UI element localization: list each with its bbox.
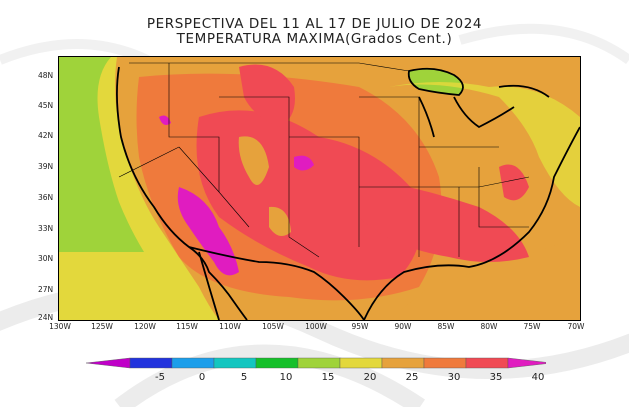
- lon-label-95w: 95W: [351, 322, 369, 331]
- lat-label-33n: 33N: [38, 224, 54, 233]
- lon-label-115w: 115W: [176, 322, 198, 331]
- colorbar-segment: [129, 357, 173, 369]
- colorbar-segment: [171, 357, 215, 369]
- colorbar-segment: [465, 357, 509, 369]
- lat-label-36n: 36N: [38, 193, 54, 202]
- temperature-field: [59, 57, 580, 320]
- colorbar-label-0: 0: [198, 372, 206, 383]
- lat-label-30n: 30N: [38, 254, 54, 263]
- colorbar-label-20: 20: [363, 372, 377, 383]
- lon-label-70w: 70W: [567, 322, 585, 331]
- temperature-colorbar: [86, 357, 546, 369]
- map-title: PERSPECTIVA DEL 11 AL 17 DE JULIO DE 202…: [146, 16, 483, 32]
- colorbar-arrow-low: [86, 357, 131, 369]
- lon-label-75w: 75W: [523, 322, 541, 331]
- colorbar-label-25: 25: [405, 372, 419, 383]
- colorbar-segment: [423, 357, 467, 369]
- lat-label-45n: 45N: [38, 101, 54, 110]
- colorbar-label-35: 35: [489, 372, 503, 383]
- colorbar-segment: [255, 357, 299, 369]
- colorbar-segment: [339, 357, 383, 369]
- lon-label-125w: 125W: [91, 322, 113, 331]
- colorbar-label-30: 30: [447, 372, 461, 383]
- colorbar-label-15: 15: [321, 372, 335, 383]
- lon-label-120w: 120W: [134, 322, 156, 331]
- lat-label-27n: 27N: [38, 285, 54, 294]
- lat-label-39n: 39N: [38, 162, 54, 171]
- lon-label-110w: 110W: [219, 322, 241, 331]
- lat-label-42n: 42N: [38, 131, 54, 140]
- colorbar-segment: [297, 357, 341, 369]
- colorbar-label-40: 40: [531, 372, 545, 383]
- temperature-map: [58, 56, 581, 321]
- lon-label-85w: 85W: [437, 322, 455, 331]
- colorbar-label-minus5: -5: [155, 372, 165, 383]
- colorbar-label-10: 10: [279, 372, 293, 383]
- lat-label-48n: 48N: [38, 71, 54, 80]
- colorbar-arrow-high: [507, 357, 546, 369]
- lon-label-105w: 105W: [262, 322, 284, 331]
- colorbar-label-5: 5: [240, 372, 248, 383]
- lon-label-80w: 80W: [480, 322, 498, 331]
- lat-label-24n: 24N: [38, 313, 54, 322]
- lon-label-130w: 130W: [49, 322, 71, 331]
- colorbar-segment: [213, 357, 257, 369]
- colorbar-segment: [381, 357, 425, 369]
- map-subtitle: TEMPERATURA MAXIMA(Grados Cent.): [176, 31, 453, 47]
- lon-label-90w: 90W: [394, 322, 412, 331]
- lon-label-100w: 100W: [305, 322, 327, 331]
